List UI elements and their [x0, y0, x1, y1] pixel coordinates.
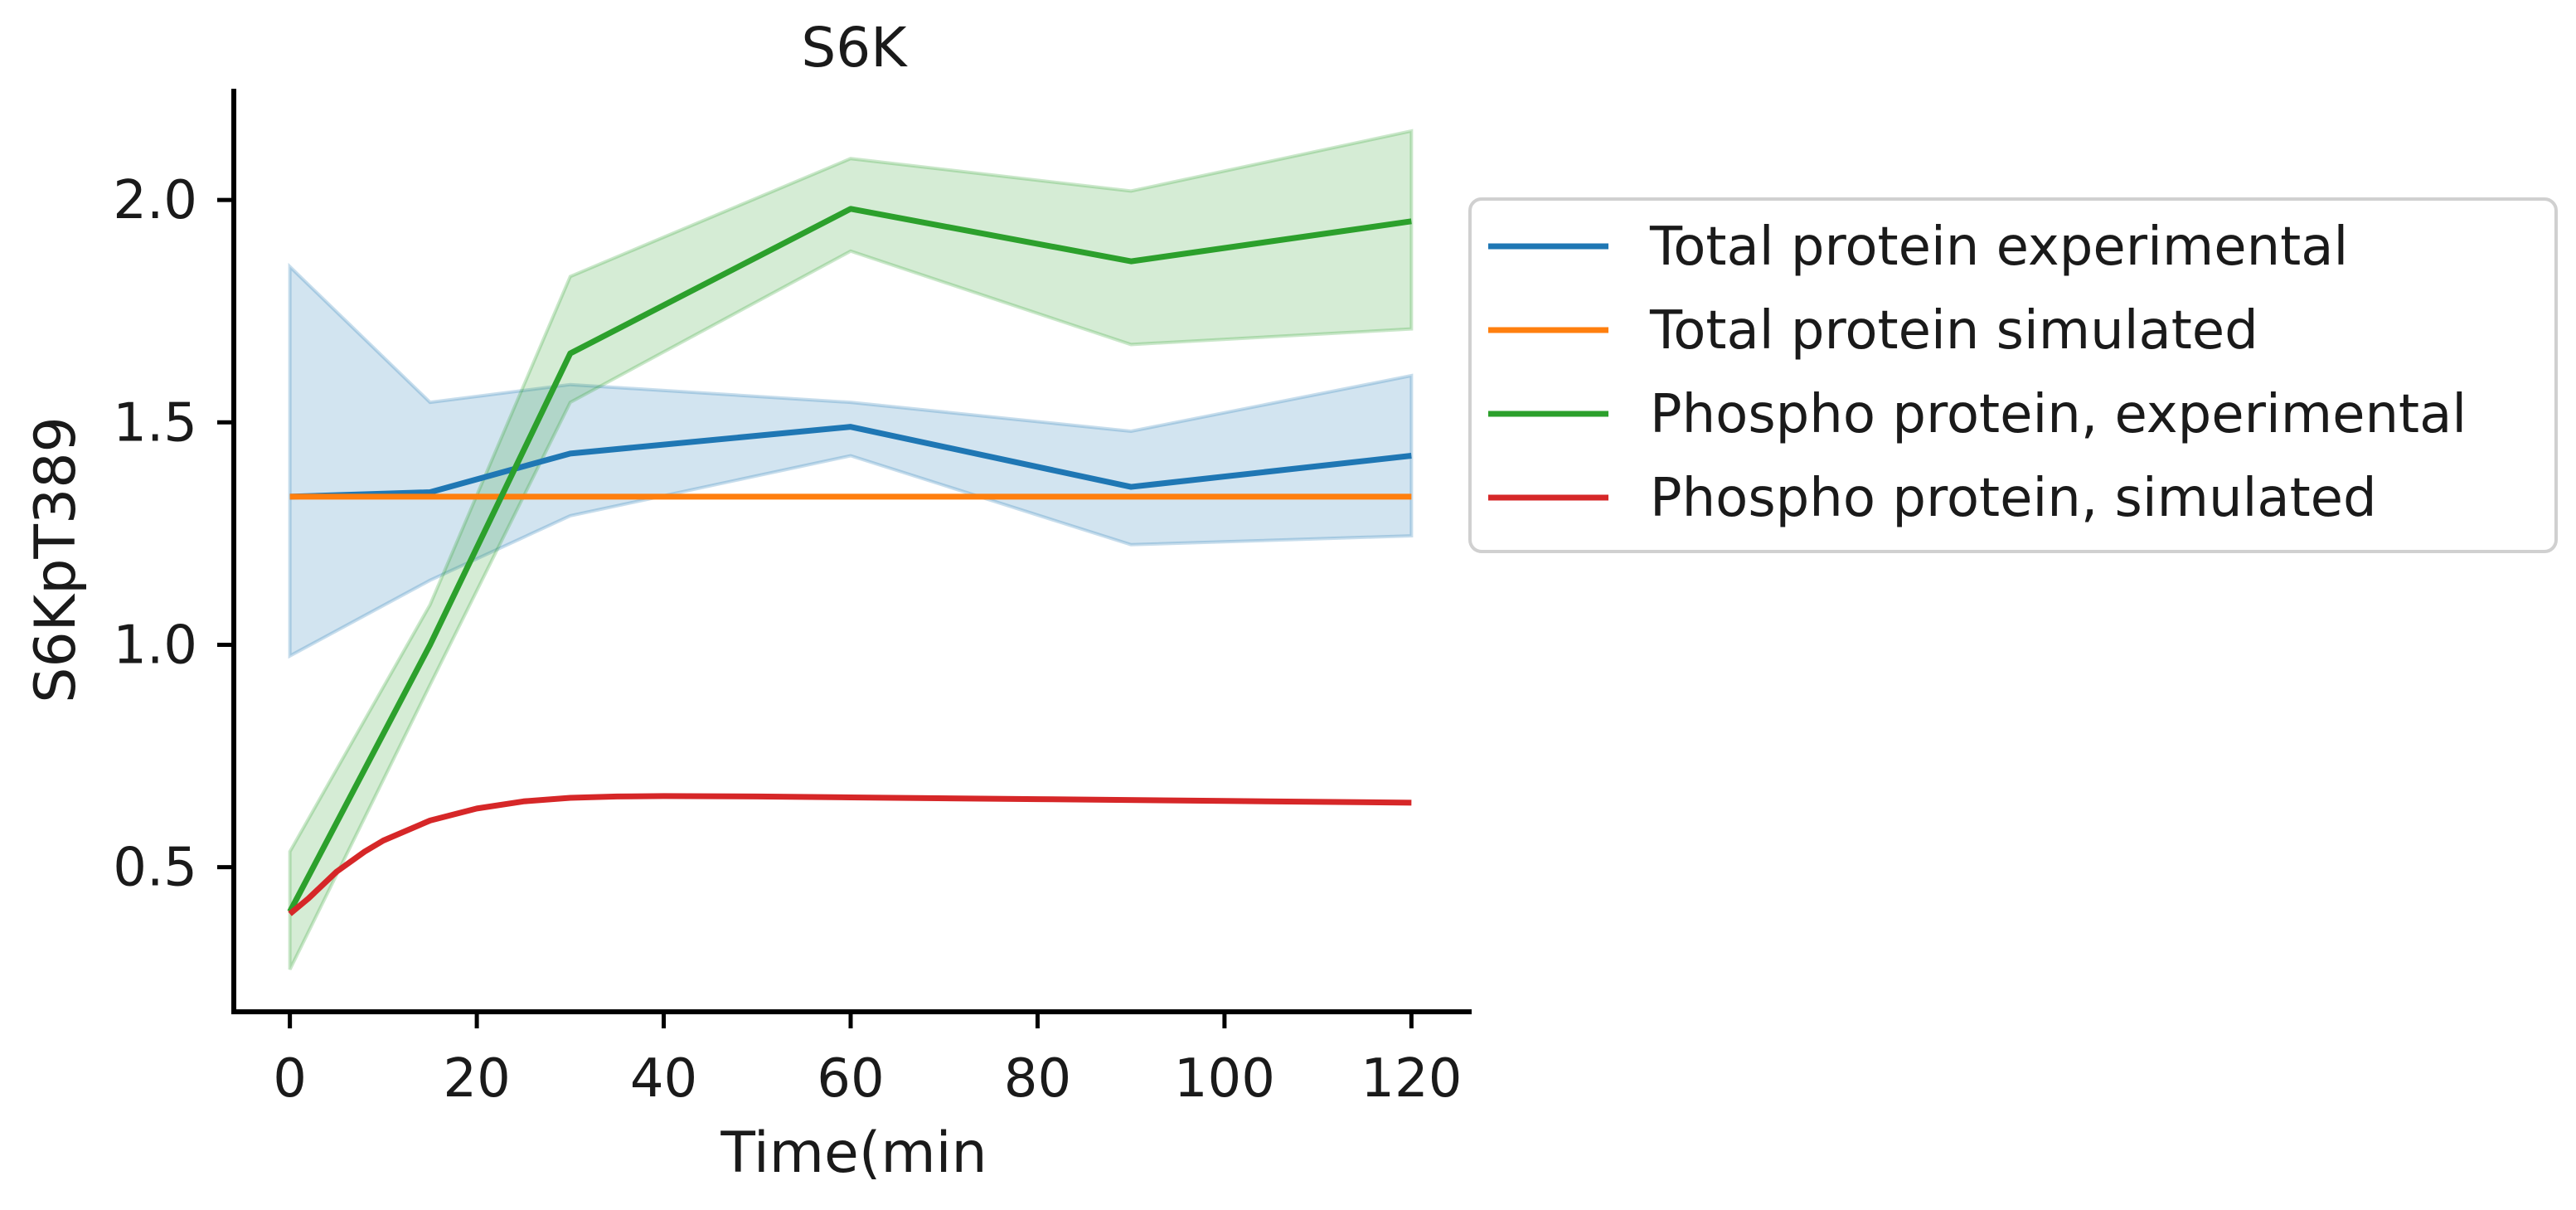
y-axis-label: S6KpT389 [23, 416, 89, 703]
y-tick-label: 0.5 [113, 838, 197, 899]
legend-frame [1468, 197, 2558, 553]
x-tick-label: 60 [817, 1048, 884, 1110]
x-tick-label: 120 [1361, 1048, 1462, 1110]
x-tick-label: 20 [443, 1048, 510, 1110]
x-tick-label: 80 [1004, 1048, 1071, 1110]
y-tick-label: 1.5 [113, 392, 197, 454]
x-ticks: 0 20 40 60 80 100 120 [273, 1012, 1462, 1110]
x-tick-label: 100 [1174, 1048, 1275, 1110]
y-ticks: 0.5 1.0 1.5 2.0 [113, 170, 234, 899]
bands-layer [288, 129, 1414, 970]
legend-label-2: Total protein simulated [1649, 300, 2258, 362]
series-line-3 [287, 206, 1412, 913]
series-line-4 [288, 793, 1412, 916]
legend: Total protein experimental Total protein … [1468, 197, 2558, 553]
legend-label-1: Total protein experimental [1649, 216, 2348, 278]
x-tick-label: 40 [630, 1048, 697, 1110]
confidence-band-1 [288, 262, 1414, 659]
series-line-1 [289, 424, 1412, 500]
legend-label-4: Phospho protein, simulated [1650, 468, 2377, 529]
lines-layer [287, 206, 1412, 916]
x-tick-label: 0 [273, 1048, 307, 1110]
x-axis-label: Time(min [720, 1120, 987, 1186]
y-tick-label: 2.0 [113, 170, 197, 231]
confidence-band-3 [288, 129, 1414, 970]
y-tick-label: 1.0 [113, 615, 197, 676]
chart-title: S6K [801, 16, 908, 80]
legend-label-3: Phospho protein, experimental [1650, 384, 2467, 445]
